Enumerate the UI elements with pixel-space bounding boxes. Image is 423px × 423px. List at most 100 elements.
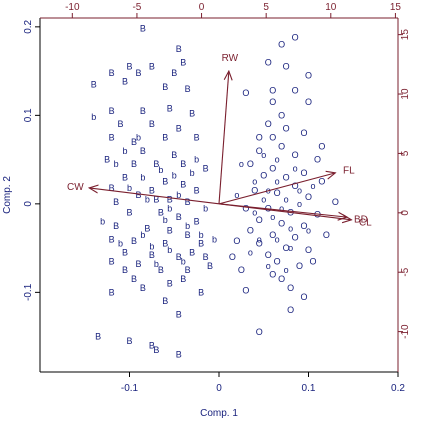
data-point-B: B: [162, 296, 168, 306]
data-point-O: O: [274, 188, 281, 198]
data-point-B: B: [180, 274, 186, 284]
data-point-O: O: [278, 218, 285, 228]
data-point-O: O: [269, 163, 276, 173]
data-point-o: o: [288, 243, 293, 253]
data-point-B: B: [189, 109, 195, 119]
data-point-B: B: [109, 287, 115, 297]
data-point-B: B: [198, 239, 204, 249]
data-point-B: B: [149, 340, 155, 350]
data-point-o: o: [252, 208, 257, 218]
data-point-B: B: [162, 177, 168, 187]
loading-label-cl: CL: [359, 217, 372, 228]
data-point-B: B: [194, 132, 200, 142]
data-point-B: B: [162, 239, 168, 249]
data-point-O: O: [301, 128, 308, 138]
data-point-O: O: [265, 119, 272, 129]
left-axis-tick-label: 0.1: [23, 108, 34, 122]
data-point-B: B: [122, 248, 128, 258]
data-point-B: B: [203, 163, 209, 173]
data-point-b: b: [199, 230, 204, 240]
data-point-O: O: [242, 286, 249, 296]
data-point-B: B: [144, 224, 150, 234]
data-point-o: o: [261, 150, 266, 160]
data-point-o: o: [293, 163, 298, 173]
x-axis-title: Comp. 1: [200, 408, 238, 419]
data-point-O: O: [314, 155, 321, 165]
data-point-O: O: [256, 146, 263, 156]
data-point-O: O: [256, 239, 263, 249]
data-point-B: B: [171, 68, 177, 78]
data-point-B: B: [149, 119, 155, 129]
right-axis-tick-label: 10: [400, 88, 411, 100]
data-point-O: O: [323, 230, 330, 240]
data-point-O: O: [278, 141, 285, 151]
data-point-B: B: [185, 230, 191, 240]
data-point-B: B: [126, 336, 132, 346]
data-point-B: B: [158, 208, 164, 218]
data-point-B: B: [113, 221, 119, 231]
data-point-b: b: [181, 256, 186, 266]
top-axis-tick-label: 15: [390, 2, 402, 13]
data-point-O: O: [301, 221, 308, 231]
right-axis: -10 -5 0 5 10 15: [398, 29, 411, 339]
data-point-O: O: [318, 177, 325, 187]
data-point-B: B: [176, 124, 182, 134]
data-point-B: B: [153, 194, 159, 204]
data-point-O: O: [269, 97, 276, 107]
data-point-B: B: [167, 225, 173, 235]
data-point-o: o: [266, 261, 271, 271]
data-point-O: O: [318, 141, 325, 151]
data-point-b: b: [140, 172, 145, 182]
data-point-O: O: [247, 225, 254, 235]
bottom-axis-tick-label: -0.1: [121, 383, 139, 394]
data-point-O: O: [256, 327, 263, 337]
data-point-b: b: [118, 239, 123, 249]
data-point-b: b: [149, 241, 154, 251]
data-point-o: o: [275, 177, 280, 187]
data-point-b: b: [212, 234, 217, 244]
data-point-B: B: [162, 132, 168, 142]
data-point-o: o: [275, 155, 280, 165]
data-point-B: B: [135, 68, 141, 78]
data-point-b: b: [176, 190, 181, 200]
loading-label-fl: FL: [343, 165, 355, 176]
data-point-O: O: [301, 168, 308, 178]
data-point-b: b: [154, 259, 159, 269]
data-point-O: O: [301, 292, 308, 302]
data-point-o: o: [288, 224, 293, 234]
left-axis: -0.1 0 0.1 0.2: [23, 19, 40, 301]
right-axis-tick-label: 0: [400, 210, 411, 216]
data-point-O: O: [247, 159, 254, 169]
loading-arrow-cw: [89, 188, 220, 205]
bottom-axis-tick-label: 0.1: [302, 383, 316, 394]
data-point-O: O: [287, 305, 294, 315]
points-layer: BBB BBB B BBB B BB B BBB B BB B B BB BB B B B BB B BB B BB BB B…: [91, 24, 339, 360]
data-point-B: B: [180, 57, 186, 67]
data-point-b: b: [172, 171, 177, 181]
data-point-B: B: [118, 119, 124, 129]
data-point-B: B: [207, 261, 213, 271]
data-point-b: b: [158, 165, 163, 175]
data-point-O: O: [269, 270, 276, 280]
data-point-O: O: [292, 32, 299, 42]
data-point-O: O: [242, 88, 249, 98]
data-point-b: b: [194, 155, 199, 165]
data-point-B: B: [198, 287, 204, 297]
data-point-o: o: [257, 234, 262, 244]
data-point-O: O: [283, 172, 290, 182]
right-axis-tick-label: -10: [400, 324, 411, 339]
data-point-B: B: [149, 62, 155, 72]
data-point-b: b: [91, 112, 96, 122]
data-point-B: B: [131, 236, 137, 246]
data-point-O: O: [265, 250, 272, 260]
data-point-o: o: [239, 159, 244, 169]
data-point-B: B: [122, 77, 128, 87]
data-point-O: O: [305, 245, 312, 255]
data-point-O: O: [269, 230, 276, 240]
data-point-B: B: [185, 197, 191, 207]
data-point-O: O: [283, 62, 290, 72]
data-point-o: o: [284, 265, 289, 275]
data-point-B: B: [131, 159, 137, 169]
data-point-B: B: [109, 183, 115, 193]
data-point-B: B: [153, 345, 159, 355]
